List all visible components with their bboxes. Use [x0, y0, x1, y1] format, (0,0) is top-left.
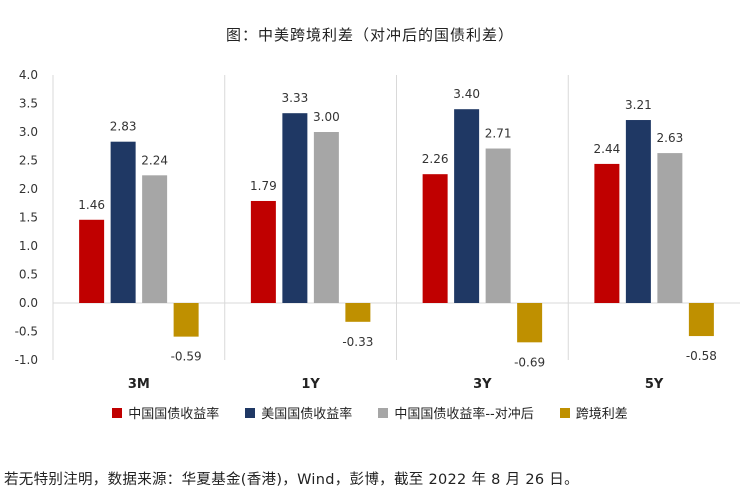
bar: [173, 303, 199, 337]
data-label: -0.59: [171, 350, 202, 364]
bar: [282, 113, 308, 303]
bar: [688, 303, 714, 337]
x-tick-label: 3M: [128, 377, 150, 392]
bar: [454, 109, 480, 303]
data-label: 2.26: [422, 152, 449, 166]
bar: [594, 163, 620, 303]
bar: [313, 132, 339, 303]
data-label: 2.71: [485, 127, 512, 141]
legend-item: 中国国债收益率: [112, 403, 219, 422]
data-label: 2.83: [110, 120, 137, 134]
bar: [345, 303, 371, 322]
data-label: 2.24: [141, 153, 168, 167]
bar-chart: -1.0 -0.5 0.0 0.5 1.0 1.5 2.0 2.5 3.0 3.5 4.0 1.46 2…: [15, 68, 740, 392]
legend-label: 跨境利差: [575, 407, 628, 422]
legend-label: 中国国债收益率--对冲后: [394, 407, 534, 422]
y-tick-label: 0.0: [19, 296, 38, 310]
legend: 中国国债收益率 美国国债收益率 中国国债收益率--对冲后 跨境利差: [0, 403, 740, 422]
chart-title: 图：中美跨境利差（对冲后的国债利差）: [225, 26, 514, 44]
legend-swatch: [245, 407, 256, 418]
y-tick-label: 1.0: [19, 239, 38, 253]
data-label: 2.63: [657, 131, 684, 145]
data-label: 3.21: [625, 98, 652, 112]
bar: [250, 200, 276, 303]
bar: [79, 219, 105, 303]
y-tick-label: 2.5: [19, 154, 38, 168]
legend-label: 美国国债收益率: [261, 407, 353, 422]
data-label: -0.58: [686, 349, 717, 363]
bar: [142, 175, 168, 303]
data-label: 1.46: [78, 198, 105, 212]
x-tick-label: 5Y: [645, 377, 664, 392]
legend-label: 中国国债收益率: [128, 407, 220, 422]
legend-swatch: [378, 407, 389, 418]
bar: [517, 303, 543, 343]
data-label: -0.69: [514, 355, 545, 369]
y-tick-label: 3.5: [19, 97, 38, 111]
source-note: 若无特别注明，数据来源：华夏基金(香港)，Wind，彭博，截至 2022 年 8…: [4, 472, 579, 488]
x-tick-label: 3Y: [473, 377, 492, 392]
y-tick-label: 0.5: [19, 268, 38, 282]
legend-swatch: [559, 407, 570, 418]
data-label: -0.33: [342, 335, 373, 349]
data-label: 1.79: [250, 179, 277, 193]
bar: [110, 141, 136, 303]
data-label: 3.33: [282, 91, 309, 105]
y-tick-label: 4.0: [19, 68, 38, 82]
data-label: 3.40: [453, 87, 480, 101]
y-tick-label: 3.0: [19, 125, 38, 139]
bar: [422, 174, 448, 303]
data-label: 3.00: [313, 110, 340, 124]
data-label: 2.44: [594, 142, 621, 156]
y-tick-label: -0.5: [15, 325, 38, 339]
legend-swatch: [112, 407, 123, 418]
y-tick-label: 1.5: [19, 211, 38, 225]
bar: [625, 120, 651, 303]
legend-item: 美国国债收益率: [245, 403, 352, 422]
legend-item: 中国国债收益率--对冲后: [378, 403, 534, 422]
bar: [657, 153, 683, 303]
bar: [485, 148, 511, 303]
y-tick-label: -1.0: [15, 353, 38, 367]
x-tick-label: 1Y: [301, 377, 320, 392]
y-tick-label: 2.0: [19, 182, 38, 196]
legend-item: 跨境利差: [559, 403, 628, 422]
